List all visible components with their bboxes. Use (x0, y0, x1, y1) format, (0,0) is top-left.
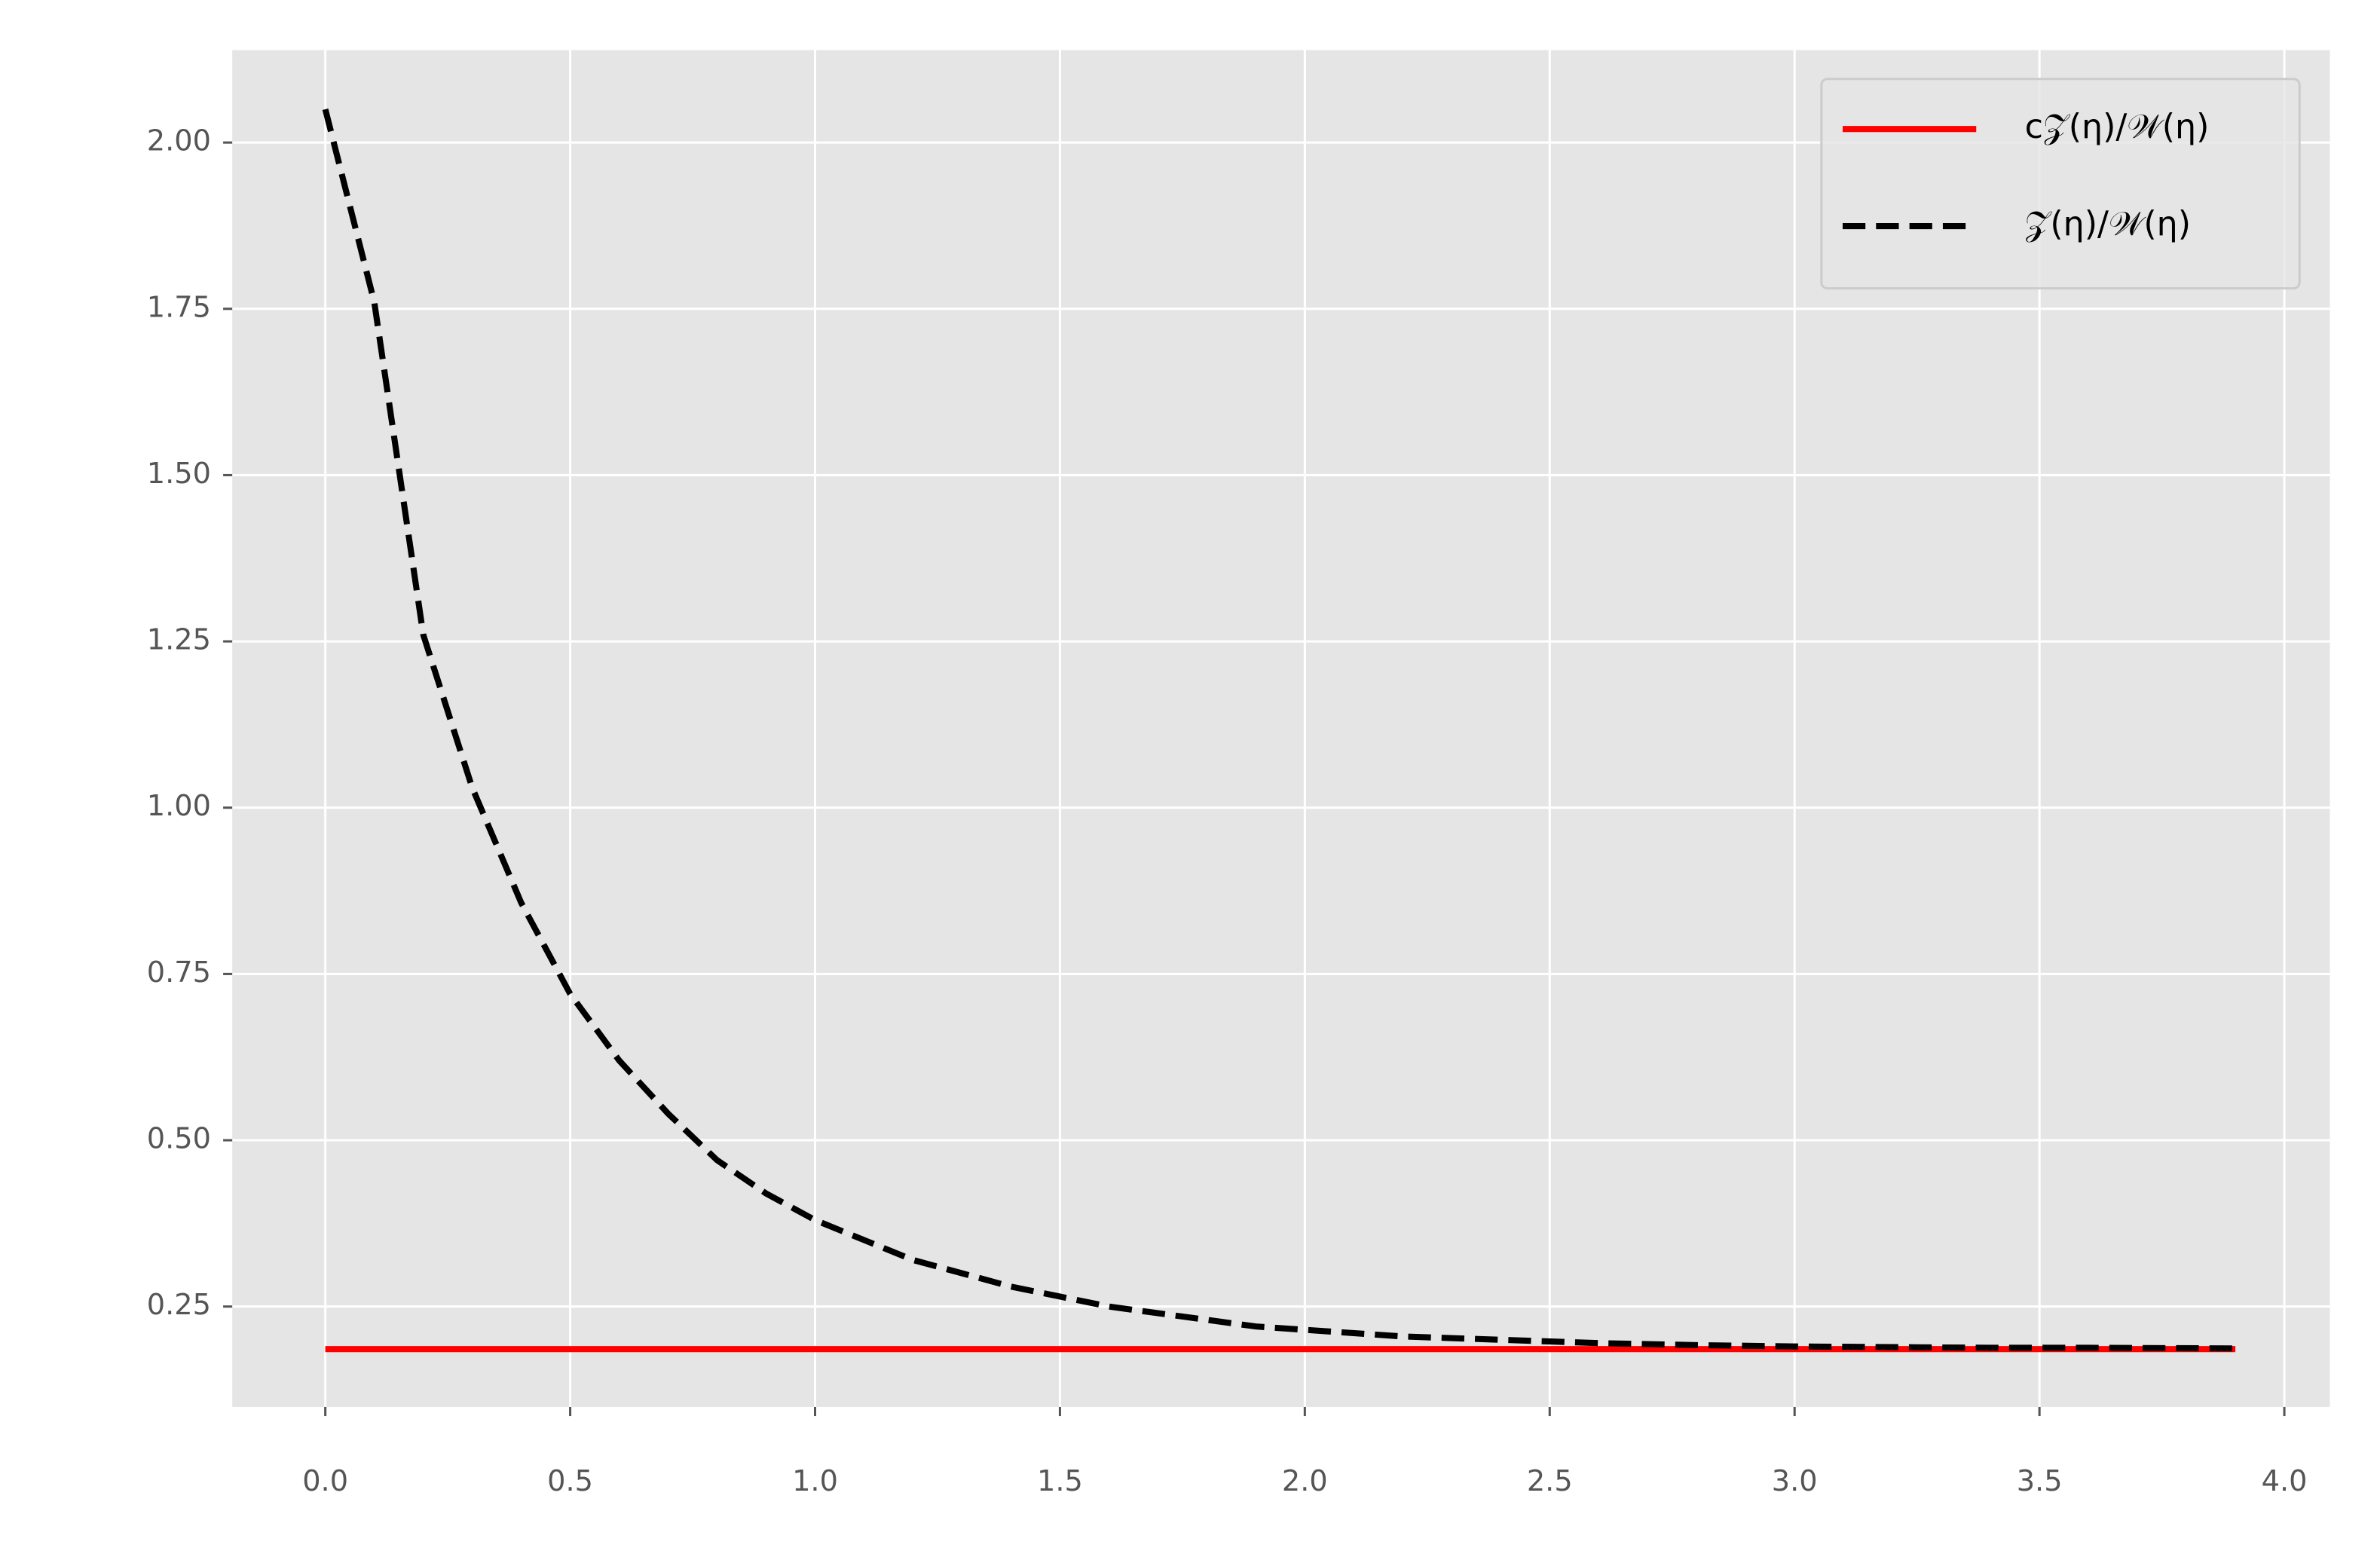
x-tick-label: 2.5 (1527, 1464, 1573, 1498)
x-tick-label: 2.0 (1282, 1464, 1328, 1498)
data-line (322, 109, 2236, 1352)
y-tick-label: 0.75 (147, 956, 211, 989)
x-tick-label: 1.5 (1037, 1464, 1083, 1498)
x-tick-label: 3.0 (1772, 1464, 1818, 1498)
y-tick-label: 1.50 (147, 457, 211, 491)
x-tick-label: 0.0 (302, 1464, 348, 1498)
x-tick-label: 1.0 (792, 1464, 838, 1498)
y-tick-label: 0.50 (147, 1122, 211, 1156)
y-tick-label: 1.25 (147, 623, 211, 657)
x-tick-label: 0.5 (547, 1464, 593, 1498)
y-tick-label: 1.75 (147, 290, 211, 324)
x-tick-label: 4.0 (2262, 1464, 2308, 1498)
x-tick-label: 3.5 (2017, 1464, 2063, 1498)
y-tick-label: 2.00 (147, 124, 211, 158)
y-tick-label: 1.00 (147, 789, 211, 823)
y-tick-label: 0.25 (147, 1288, 211, 1322)
legend-label: c𝒵(η)/𝒲(η) (2025, 108, 2210, 146)
legend-label: 𝒵(η)/𝒲(η) (2025, 205, 2191, 243)
